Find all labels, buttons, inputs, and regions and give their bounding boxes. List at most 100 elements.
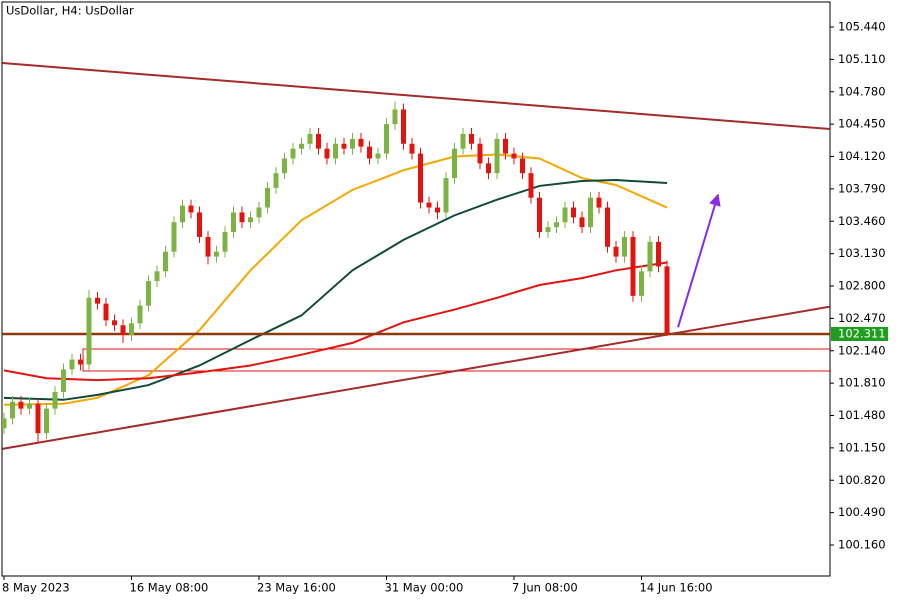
y-tick-label: 100.490 xyxy=(838,505,886,519)
candle-body xyxy=(622,236,627,257)
x-tick-label: 8 May 2023 xyxy=(2,581,70,595)
candle-body xyxy=(120,325,126,336)
candle-body xyxy=(639,271,644,296)
candle-body xyxy=(222,232,228,252)
candle-body xyxy=(588,197,593,228)
candle-body xyxy=(265,187,270,208)
candle-body xyxy=(494,138,500,174)
candle-body xyxy=(44,408,49,434)
candle-body xyxy=(477,143,483,164)
candle-body xyxy=(69,359,75,370)
y-tick-label: 105.440 xyxy=(838,20,886,34)
y-tick-label: 101.810 xyxy=(838,376,886,390)
candle-body xyxy=(596,197,602,208)
candle-body xyxy=(613,246,619,257)
y-tick-label: 102.140 xyxy=(838,343,886,357)
candle-body xyxy=(146,281,151,306)
candle-body xyxy=(324,148,330,159)
candle-body xyxy=(375,153,381,159)
y-tick-label: 105.110 xyxy=(838,52,886,66)
candle-body xyxy=(27,403,32,409)
candle-body xyxy=(554,222,559,228)
candle-body xyxy=(61,369,66,392)
trendline xyxy=(2,305,830,450)
candle-body xyxy=(528,173,534,198)
price-tag xyxy=(831,326,888,341)
candle-body xyxy=(401,109,406,144)
candle-body xyxy=(605,207,610,247)
x-tick-label: 14 Jun 16:00 xyxy=(640,581,713,595)
moving-average xyxy=(3,153,668,406)
trendline xyxy=(2,62,830,131)
price-tag-label: 102.311 xyxy=(838,326,886,340)
y-tick-label: 104.780 xyxy=(838,84,886,98)
y-tick-label: 100.160 xyxy=(838,537,886,551)
candle-body xyxy=(197,212,202,237)
candle-body xyxy=(656,241,661,267)
y-tick-label: 100.820 xyxy=(838,473,886,487)
plot-area xyxy=(2,62,830,450)
candle-body xyxy=(341,143,347,149)
candle-body xyxy=(647,241,653,272)
candle-body xyxy=(282,158,287,174)
candle-body xyxy=(503,138,508,154)
candle-body xyxy=(392,109,398,125)
candle-body xyxy=(469,133,474,144)
chart-title: UsDollar, H4: UsDollar xyxy=(6,4,134,18)
candle-body xyxy=(273,173,279,188)
x-tick-label: 31 May 00:00 xyxy=(385,581,464,595)
candle-body xyxy=(239,212,245,223)
candle-body xyxy=(10,401,15,419)
y-tick-label: 104.450 xyxy=(838,117,886,131)
candle-body xyxy=(367,146,372,159)
candle-body xyxy=(248,217,253,223)
y-tick-label: 103.790 xyxy=(838,181,886,195)
y-tick-label: 102.470 xyxy=(838,311,886,325)
candle-body xyxy=(52,391,58,409)
candle-body xyxy=(426,202,432,208)
candle-body xyxy=(86,297,92,365)
candle-body xyxy=(511,153,517,159)
candle-body xyxy=(571,207,576,218)
candle-body xyxy=(137,305,143,324)
candle-body xyxy=(435,207,440,213)
y-tick-label: 104.120 xyxy=(838,149,886,163)
candle-body xyxy=(129,323,134,336)
candle-body xyxy=(460,133,466,149)
candle-body xyxy=(2,418,7,429)
candle-body xyxy=(384,124,389,154)
x-tick-label: 16 May 08:00 xyxy=(130,581,209,595)
arrow xyxy=(677,193,721,328)
x-tick-label: 7 Jun 08:00 xyxy=(512,581,578,595)
y-tick-label: 103.130 xyxy=(838,246,886,260)
candle-body xyxy=(350,138,355,149)
candle-body xyxy=(486,163,491,174)
candle-body xyxy=(579,217,585,228)
candle-body xyxy=(630,236,636,296)
candle-body xyxy=(205,236,211,257)
candle-body xyxy=(35,403,41,434)
candle-body xyxy=(95,297,100,304)
candle-body xyxy=(214,251,219,257)
x-tick-label: 23 May 16:00 xyxy=(257,581,336,595)
candle-body xyxy=(299,143,304,149)
plot-frame xyxy=(1,1,831,577)
candle-body xyxy=(316,133,321,149)
candle-body xyxy=(358,138,364,147)
candle-body xyxy=(78,359,83,365)
candle-body xyxy=(256,207,262,218)
candle-body xyxy=(452,148,457,179)
candle-body xyxy=(418,153,423,203)
candle-body xyxy=(171,222,177,252)
candle-body xyxy=(537,197,542,233)
candle-body xyxy=(333,143,338,159)
candle-body xyxy=(520,158,525,174)
moving-average xyxy=(3,261,668,382)
candle-body xyxy=(443,178,449,213)
y-tick-label: 102.800 xyxy=(838,279,886,293)
y-tick-label: 101.480 xyxy=(838,408,886,422)
y-tick-label: 101.150 xyxy=(838,440,886,454)
candle-body xyxy=(112,320,117,326)
candle-body xyxy=(18,401,24,409)
